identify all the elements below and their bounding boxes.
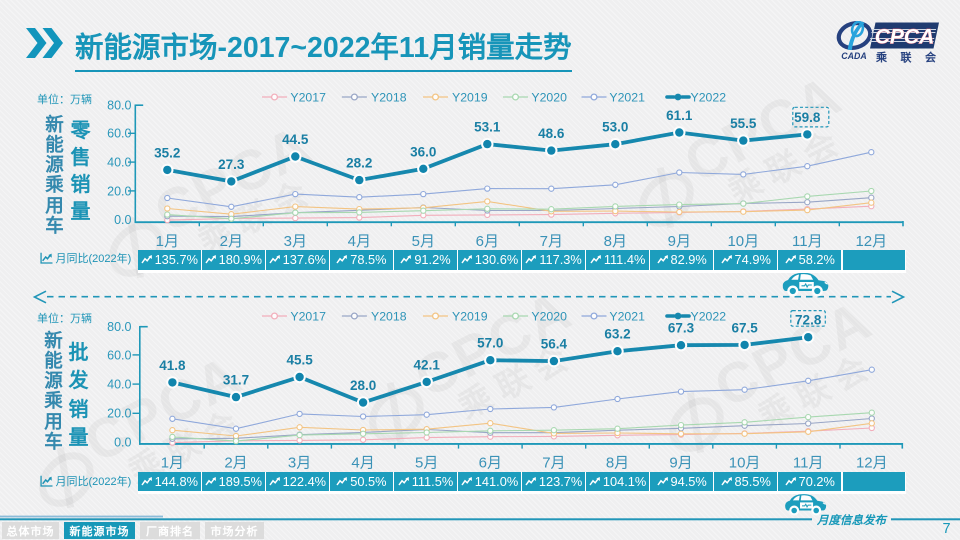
svg-text:Y2018: Y2018	[371, 310, 407, 324]
svg-text:7月: 7月	[540, 233, 563, 250]
svg-text:Y2017: Y2017	[290, 91, 326, 105]
svg-text:10月: 10月	[729, 454, 761, 471]
svg-text:Y2020: Y2020	[531, 310, 567, 324]
svg-text:11月: 11月	[792, 233, 823, 250]
svg-text:4月: 4月	[348, 233, 371, 250]
svg-text:67.5: 67.5	[731, 320, 758, 335]
svg-text:56.4: 56.4	[541, 337, 568, 352]
svg-text:40.0: 40.0	[107, 156, 131, 170]
svg-text:0.0: 0.0	[114, 213, 131, 227]
svg-text:5月: 5月	[415, 454, 438, 471]
svg-text:28.2: 28.2	[346, 156, 372, 171]
svg-text:63.2: 63.2	[604, 327, 630, 342]
svg-text:4月: 4月	[351, 454, 374, 471]
svg-text:41.8: 41.8	[159, 358, 186, 373]
svg-text:3月: 3月	[288, 454, 311, 471]
svg-text:11月: 11月	[793, 454, 824, 471]
svg-text:36.0: 36.0	[410, 144, 436, 159]
svg-text:28.0: 28.0	[350, 378, 376, 393]
svg-text:53.1: 53.1	[474, 120, 501, 135]
svg-text:35.2: 35.2	[154, 145, 180, 160]
svg-text:57.0: 57.0	[477, 336, 503, 351]
svg-text:72.8: 72.8	[795, 313, 822, 328]
svg-text:67.3: 67.3	[668, 321, 695, 336]
svg-text:31.7: 31.7	[223, 373, 249, 388]
svg-text:20.0: 20.0	[107, 407, 131, 421]
svg-text:3月: 3月	[284, 233, 307, 250]
svg-text:Y2019: Y2019	[452, 310, 488, 324]
svg-text:48.6: 48.6	[538, 126, 565, 141]
svg-text:1月: 1月	[156, 233, 179, 250]
svg-text:44.5: 44.5	[282, 132, 309, 147]
svg-text:Y2022: Y2022	[691, 91, 727, 105]
svg-text:7月: 7月	[542, 454, 565, 471]
svg-text:Y2017: Y2017	[290, 310, 326, 324]
svg-text:Y2020: Y2020	[531, 91, 567, 105]
svg-text:CPCA: CPCA	[875, 26, 935, 49]
svg-text:40.0: 40.0	[107, 378, 131, 392]
svg-text:61.1: 61.1	[666, 108, 693, 123]
svg-text:60.0: 60.0	[107, 127, 131, 141]
svg-text:2月: 2月	[220, 233, 243, 250]
svg-text:55.5: 55.5	[730, 116, 757, 131]
svg-text:12月: 12月	[856, 454, 888, 471]
svg-text:10月: 10月	[727, 233, 759, 250]
svg-text:45.5: 45.5	[286, 353, 313, 368]
svg-text:6月: 6月	[479, 454, 502, 471]
svg-text:1月: 1月	[161, 454, 184, 471]
svg-text:8月: 8月	[604, 233, 627, 250]
svg-text:0.0: 0.0	[114, 436, 131, 450]
svg-text:42.1: 42.1	[414, 357, 441, 372]
svg-text:5月: 5月	[412, 233, 435, 250]
svg-text:2月: 2月	[224, 454, 247, 471]
svg-text:Y2018: Y2018	[371, 91, 407, 105]
svg-text:20.0: 20.0	[107, 184, 131, 198]
svg-text:12月: 12月	[855, 233, 887, 250]
svg-text:Y2021: Y2021	[609, 91, 645, 105]
svg-text:Y2021: Y2021	[609, 310, 645, 324]
svg-text:80.0: 80.0	[107, 320, 131, 334]
svg-text:6月: 6月	[476, 233, 499, 250]
svg-text:9月: 9月	[668, 233, 691, 250]
svg-text:Y2019: Y2019	[452, 91, 488, 105]
svg-text:53.0: 53.0	[602, 120, 628, 135]
svg-text:CADA: CADA	[841, 51, 866, 59]
svg-text:9月: 9月	[669, 454, 692, 471]
svg-text:27.3: 27.3	[218, 157, 245, 172]
svg-text:60.0: 60.0	[107, 348, 131, 362]
svg-text:8月: 8月	[606, 454, 629, 471]
svg-text:59.8: 59.8	[794, 110, 821, 125]
svg-text:Y2022: Y2022	[691, 310, 727, 324]
svg-text:80.0: 80.0	[107, 98, 131, 112]
